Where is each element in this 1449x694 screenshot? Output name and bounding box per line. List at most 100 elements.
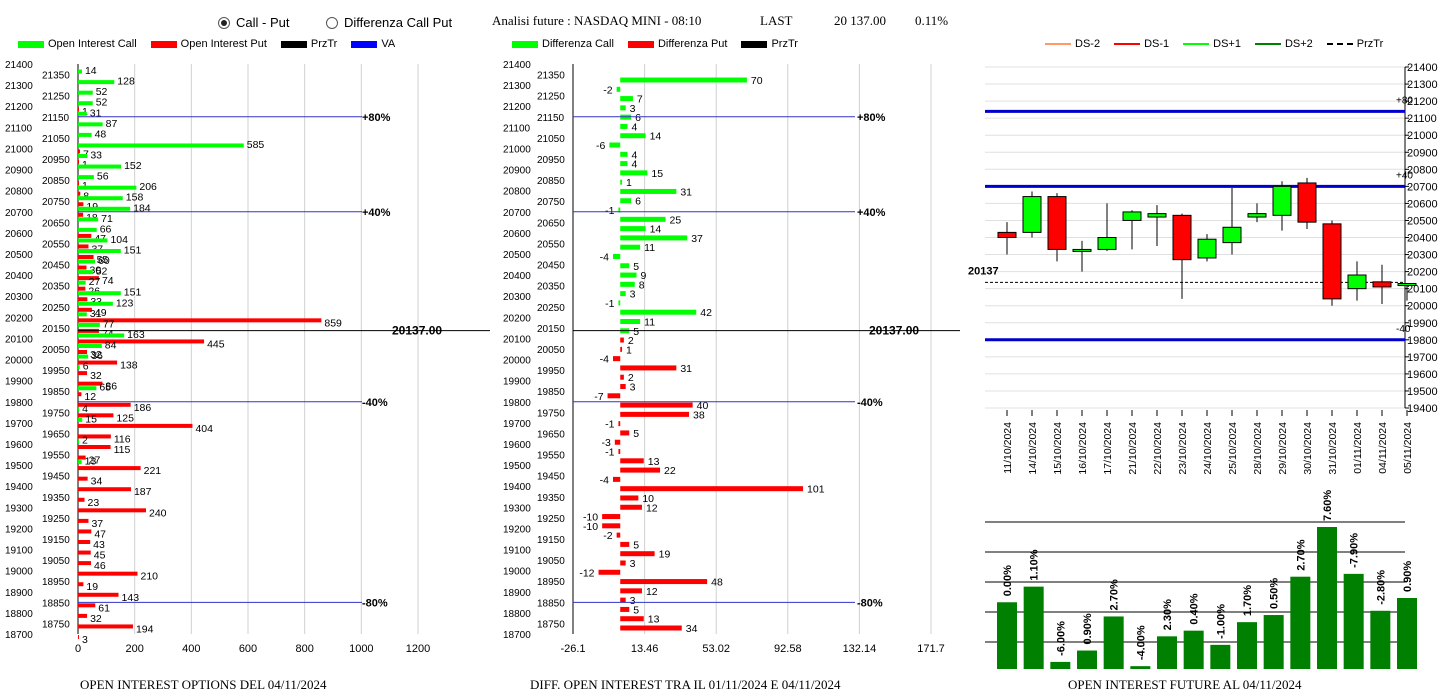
diff-bar <box>620 504 642 510</box>
y-tick-label: 19650 <box>42 429 70 440</box>
call-bar <box>78 460 82 465</box>
put-bar <box>78 392 82 397</box>
call-bar <box>78 154 88 158</box>
y-tick-label: 20200 <box>1407 267 1438 279</box>
diff-bar <box>620 105 626 111</box>
oi-bar <box>1050 661 1071 669</box>
y-tick-label: 19900 <box>5 377 33 388</box>
radio-call-put-label: Call - Put <box>236 15 290 30</box>
oi-bar <box>1317 527 1337 669</box>
y-tick-label: 20900 <box>1407 147 1438 159</box>
put-value-label: 3 <box>82 634 88 646</box>
y-tick-label: 21000 <box>503 144 531 155</box>
put-value-label: 74 <box>102 275 114 287</box>
y-tick-label: 21200 <box>1407 96 1438 108</box>
y-tick-label: 21050 <box>42 134 70 145</box>
y-tick-label: 20400 <box>503 271 531 282</box>
put-value-label: 86 <box>105 381 117 393</box>
diff-value-label: 2 <box>628 335 634 347</box>
y-tick-label: 19850 <box>537 387 565 398</box>
put-bar <box>78 445 111 449</box>
put-value-label: 47 <box>94 528 106 540</box>
put-bar <box>78 265 87 270</box>
put-bar <box>78 592 119 597</box>
diff-bar <box>607 393 621 399</box>
candle-body <box>1322 223 1342 300</box>
oi-bar-label: -6.00% <box>1055 621 1067 656</box>
put-value-label: 32 <box>90 613 102 625</box>
call-value-label: 104 <box>110 234 128 246</box>
diff-bar <box>620 541 630 547</box>
diff-value-label: 34 <box>686 623 698 635</box>
legend-ds-prztr: PrzTr <box>1326 38 1383 50</box>
put-bar <box>78 540 91 544</box>
oi-bar <box>1343 573 1364 669</box>
oi-bar-label: 2.70% <box>1109 579 1121 610</box>
diff-value-label: -4 <box>600 251 609 263</box>
va-label: +40% <box>362 207 391 219</box>
y-tick-label: 20000 <box>5 356 33 367</box>
diff-value-label: 4 <box>631 121 637 133</box>
diff-value-label: 10 <box>642 493 654 505</box>
oi-bar-label: 0.90% <box>1402 561 1414 592</box>
y-tick-label: 20450 <box>537 261 565 272</box>
candle-body <box>997 231 1017 238</box>
radio-differenza[interactable]: Differenza Call Put <box>326 15 452 30</box>
call-bar <box>78 122 103 127</box>
y-tick-label: 19800 <box>5 398 33 409</box>
y-tick-label: 21400 <box>5 60 33 71</box>
diff-bar <box>620 467 661 473</box>
y-tick-label: 19150 <box>42 535 70 546</box>
legend-oi: Open Interest Call Open Interest Put Prz… <box>18 38 409 50</box>
page-title: Analisi future : NASDAQ MINI - 08:10 <box>492 13 702 28</box>
legend-label: DS+1 <box>1213 38 1241 50</box>
diff-bar <box>620 495 639 501</box>
diff-value-label: 40 <box>697 400 709 412</box>
y-tick-label: 20550 <box>42 239 70 250</box>
date-label: 01/11/2024 <box>1352 422 1364 474</box>
call-value-label: 66 <box>100 223 112 235</box>
put-value-label: 37 <box>91 518 103 530</box>
diff-bar <box>620 244 641 250</box>
y-tick-label: 19800 <box>1407 335 1438 347</box>
y-tick-label: 19400 <box>5 482 33 493</box>
oi-bar-label: 7.60% <box>1322 490 1334 521</box>
put-value-label: 187 <box>134 486 152 498</box>
put-bar <box>78 318 322 323</box>
diff-value-label: -7 <box>594 391 603 403</box>
call-value-label: 6 <box>83 361 89 373</box>
put-bar <box>78 529 92 534</box>
diff-value-label: 14 <box>650 131 662 143</box>
legend-oi-put: Open Interest Put <box>150 38 267 50</box>
call-value-label: 184 <box>133 202 151 214</box>
diff-bar <box>620 346 623 352</box>
y-tick-label: 19600 <box>1407 369 1438 381</box>
radio-selected-icon <box>218 16 230 29</box>
call-value-label: 206 <box>139 181 157 193</box>
legend-label: PrzTr <box>771 38 798 50</box>
put-value-label: 116 <box>114 433 131 445</box>
diff-value-label: 38 <box>693 409 705 421</box>
y-tick-label: 19450 <box>537 472 565 483</box>
diff-value-label: 3 <box>630 382 636 394</box>
y-tick-label: 20900 <box>503 166 531 177</box>
call-bar <box>78 301 113 306</box>
call-bar <box>78 101 93 106</box>
diff-value-label: 12 <box>646 502 658 514</box>
level-label: -40 <box>1396 324 1411 335</box>
diff-bar <box>620 318 641 324</box>
y-tick-label: 21200 <box>5 102 33 113</box>
candle-body <box>1147 213 1167 218</box>
diff-value-label: 7 <box>637 94 643 106</box>
legend-swatch <box>627 40 654 48</box>
y-tick-label: 21050 <box>537 134 565 145</box>
x-tick-label: 92.58 <box>774 643 802 655</box>
put-value-label: 138 <box>120 360 138 372</box>
diff-value-label: 31 <box>680 186 692 198</box>
put-value-label: 125 <box>116 412 134 424</box>
put-bar <box>78 181 79 186</box>
x-tick-label: 53.02 <box>702 643 730 655</box>
radio-call-put[interactable]: Call - Put <box>218 15 289 30</box>
legend-swatch <box>512 40 538 48</box>
y-tick-label: 20950 <box>42 155 70 166</box>
